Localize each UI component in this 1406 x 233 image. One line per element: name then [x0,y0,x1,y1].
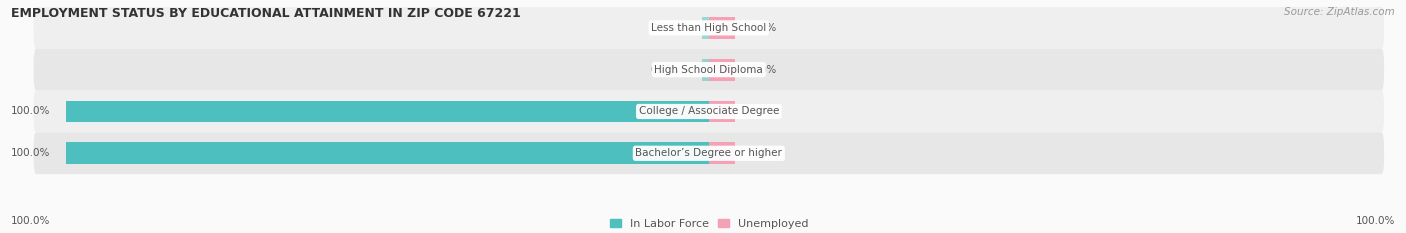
Bar [66,142,709,164]
Bar [709,142,734,164]
Text: 0.0%: 0.0% [751,148,778,158]
Legend: In Labor Force, Unemployed: In Labor Force, Unemployed [610,219,808,229]
Text: 0.0%: 0.0% [751,65,778,75]
Text: High School Diploma: High School Diploma [654,65,763,75]
Text: 100.0%: 100.0% [10,148,49,158]
FancyBboxPatch shape [34,132,1384,174]
Bar [66,101,709,122]
Bar [66,101,709,122]
Text: EMPLOYMENT STATUS BY EDUCATIONAL ATTAINMENT IN ZIP CODE 67221: EMPLOYMENT STATUS BY EDUCATIONAL ATTAINM… [11,7,522,20]
Bar [709,101,734,122]
Text: Bachelor’s Degree or higher: Bachelor’s Degree or higher [636,148,782,158]
Bar [66,142,709,164]
Text: 100.0%: 100.0% [1355,216,1395,226]
Text: 0.0%: 0.0% [651,65,676,75]
FancyBboxPatch shape [34,91,1384,132]
Bar [703,59,709,81]
Text: 100.0%: 100.0% [10,106,49,116]
Text: 0.0%: 0.0% [651,23,676,33]
Bar [709,17,734,39]
Text: College / Associate Degree: College / Associate Degree [638,106,779,116]
Text: 100.0%: 100.0% [11,216,51,226]
Bar [709,59,734,81]
Text: Source: ZipAtlas.com: Source: ZipAtlas.com [1284,7,1395,17]
Text: Less than High School: Less than High School [651,23,766,33]
Text: 0.0%: 0.0% [751,23,778,33]
FancyBboxPatch shape [34,49,1384,91]
Text: 0.0%: 0.0% [751,106,778,116]
FancyBboxPatch shape [34,7,1384,49]
Bar [703,17,709,39]
